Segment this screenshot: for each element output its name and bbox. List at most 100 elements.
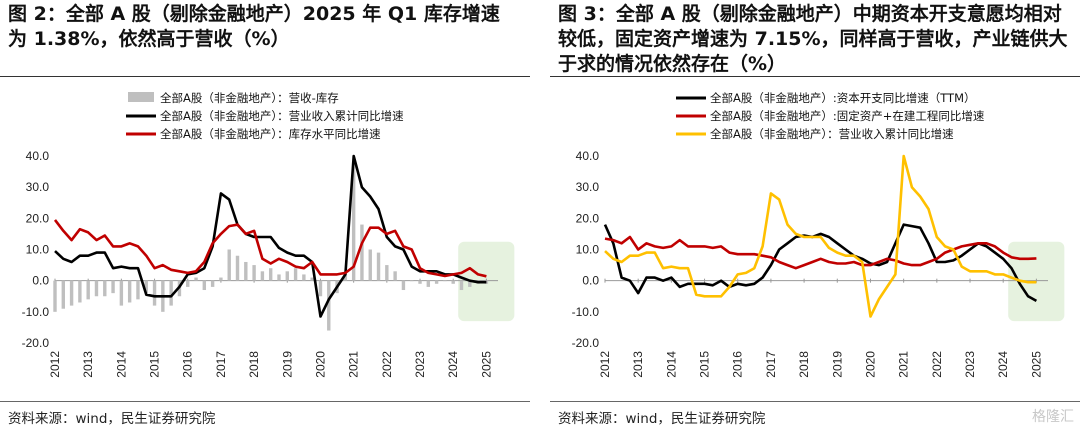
bar <box>69 280 74 306</box>
bar <box>376 252 381 281</box>
x-tick-label: 2020 <box>863 351 877 378</box>
bar <box>152 280 157 306</box>
source-divider <box>0 401 530 402</box>
bar <box>94 280 99 297</box>
x-tick-label: 2015 <box>698 351 712 378</box>
x-tick-label: 2022 <box>930 351 944 378</box>
bar <box>393 271 397 281</box>
legend-label: 全部A股（非金融地产）:固定资产+在建工程同比增速 <box>710 109 985 123</box>
bar <box>144 280 148 294</box>
x-tick-label: 2021 <box>347 351 361 378</box>
y-tick-label: -20.0 <box>22 336 50 350</box>
bar <box>434 280 439 284</box>
x-tick-label: 2015 <box>148 351 162 378</box>
bar <box>119 280 124 306</box>
legend-label: 全部A股（非金融地产）：库存水平同比增速 <box>160 127 381 141</box>
bar <box>293 268 298 281</box>
bar <box>78 280 82 303</box>
bar <box>186 280 190 287</box>
bar <box>360 224 364 281</box>
x-tick-label: 2020 <box>313 351 327 378</box>
bar <box>459 280 464 291</box>
bar <box>136 280 140 300</box>
x-tick-label: 2019 <box>280 351 294 378</box>
bar <box>410 280 414 282</box>
chart-title: 图 3：全部 A 股（剔除金融地产）中期资本开支意愿均相对较低，固定资产增速为 … <box>558 3 1068 75</box>
bar <box>227 249 231 281</box>
series-line <box>604 235 1037 270</box>
bar <box>235 255 240 281</box>
x-tick-label: 2013 <box>631 351 645 378</box>
y-tick-label: 10.0 <box>576 243 600 257</box>
legend-label: 全部A股（非金融地产）：营业收入累计同比增速 <box>710 127 954 141</box>
y-tick-label: -10.0 <box>22 305 50 319</box>
y-tick-label: 20.0 <box>576 211 600 225</box>
bar <box>418 280 422 284</box>
y-tick-label: -10.0 <box>572 305 600 319</box>
x-tick-label: 2019 <box>830 351 844 378</box>
y-tick-label: -20.0 <box>572 336 600 350</box>
legend-swatch <box>128 92 154 102</box>
chart-title: 图 2：全部 A 股（剔除金融地产）2025 年 Q1 库存增速为 1.38%，… <box>8 3 500 50</box>
bar <box>310 277 314 281</box>
x-tick-label: 2012 <box>48 351 62 378</box>
bar <box>202 280 207 291</box>
bar <box>244 261 248 281</box>
bar <box>194 277 198 281</box>
y-tick-label: 30.0 <box>26 180 50 194</box>
bar <box>268 268 273 281</box>
x-tick-label: 2016 <box>731 351 745 378</box>
y-tick-label: 0.0 <box>32 274 49 288</box>
title-divider <box>0 76 530 77</box>
x-tick-label: 2018 <box>247 351 261 378</box>
y-tick-label: 40.0 <box>26 149 50 163</box>
bar <box>252 265 256 281</box>
bar <box>285 271 289 281</box>
y-tick-label: 0.0 <box>582 274 599 288</box>
bar <box>343 274 348 281</box>
series-line <box>54 154 487 318</box>
bar <box>468 280 472 287</box>
legend-label: 全部A股（非金融地产）：营收-库存 <box>160 91 339 105</box>
x-tick-label: 2017 <box>214 351 228 378</box>
bar <box>401 280 406 291</box>
bar <box>302 274 306 281</box>
x-tick-label: 2014 <box>114 351 128 378</box>
x-tick-label: 2018 <box>797 351 811 378</box>
bar <box>351 162 356 281</box>
bar <box>426 280 431 287</box>
y-tick-label: 20.0 <box>26 211 50 225</box>
x-tick-label: 2014 <box>664 351 678 378</box>
watermark-logo: 格隆汇 <box>1032 409 1074 425</box>
x-tick-label: 2023 <box>413 351 427 378</box>
source-divider <box>550 401 1080 402</box>
x-tick-label: 2025 <box>1029 351 1043 378</box>
y-tick-label: 10.0 <box>26 243 50 257</box>
bar <box>103 280 107 297</box>
bar <box>443 280 447 282</box>
series-line <box>604 154 1037 318</box>
legend-label: 全部A股（非金融地产）:资本开支同比增速（TTM） <box>710 91 976 105</box>
series-line <box>53 219 487 278</box>
x-tick-label: 2012 <box>598 351 612 378</box>
x-tick-label: 2024 <box>446 351 460 378</box>
source-note: 资料来源：wind，民生证券研究院 <box>8 411 216 427</box>
bar <box>451 280 455 284</box>
bar <box>111 280 115 294</box>
legend-label: 全部A股（非金融地产）：营业收入累计同比增速 <box>160 109 404 123</box>
bar <box>169 280 173 306</box>
bar <box>61 280 65 309</box>
bar <box>210 280 215 287</box>
bar <box>318 280 323 297</box>
x-tick-label: 2022 <box>380 351 394 378</box>
y-tick-label: 30.0 <box>576 180 600 194</box>
x-tick-label: 2025 <box>479 351 493 378</box>
bar <box>368 249 372 281</box>
chart-panel-left: 图 2：全部 A 股（剔除金融地产）2025 年 Q1 库存增速为 1.38%，… <box>0 0 530 430</box>
y-tick-label: 40.0 <box>576 149 600 163</box>
source-note: 资料来源：wind，民生证券研究院 <box>558 411 766 427</box>
bar <box>86 280 90 300</box>
chart-panel-right: 图 3：全部 A 股（剔除金融地产）中期资本开支意愿均相对较低，固定资产增速为 … <box>550 0 1080 430</box>
